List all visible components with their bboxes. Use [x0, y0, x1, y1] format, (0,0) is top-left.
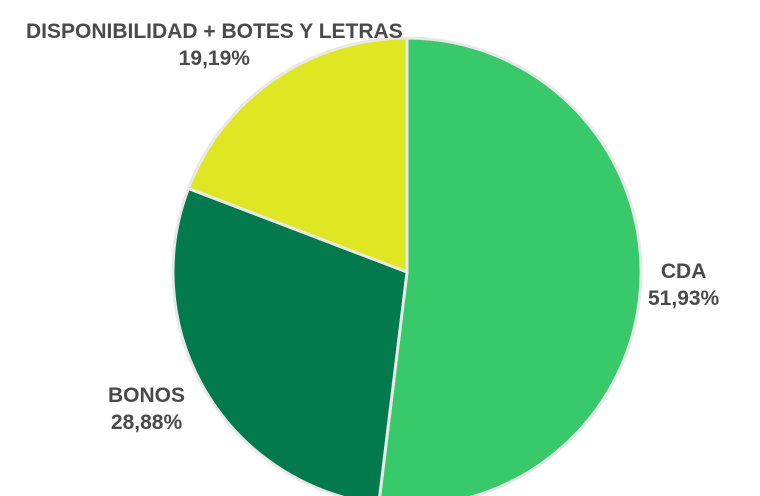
- slice-name-cda: CDA: [660, 260, 707, 283]
- slice-label-cda: CDA 51,93%: [648, 258, 719, 312]
- slice-value-cda: 51,93%: [648, 287, 720, 310]
- slice-name-bonos: BONOS: [108, 384, 186, 407]
- pie-slice-disponibilidad-botes-y-letras: [186, 36, 409, 274]
- slice-label-disponibilidad: DISPONIBILIDAD + BOTES Y LETRAS 19,19%: [26, 18, 403, 72]
- slice-value-disponibilidad: 19,19%: [178, 47, 250, 70]
- slice-name-disponibilidad: DISPONIBILIDAD + BOTES Y LETRAS: [26, 20, 403, 43]
- pie-slice-bonos: [171, 186, 409, 496]
- slice-value-bonos: 28,88%: [110, 411, 183, 434]
- slice-label-bonos: BONOS 28,88%: [108, 382, 185, 436]
- pie-slice-cda: [378, 36, 643, 496]
